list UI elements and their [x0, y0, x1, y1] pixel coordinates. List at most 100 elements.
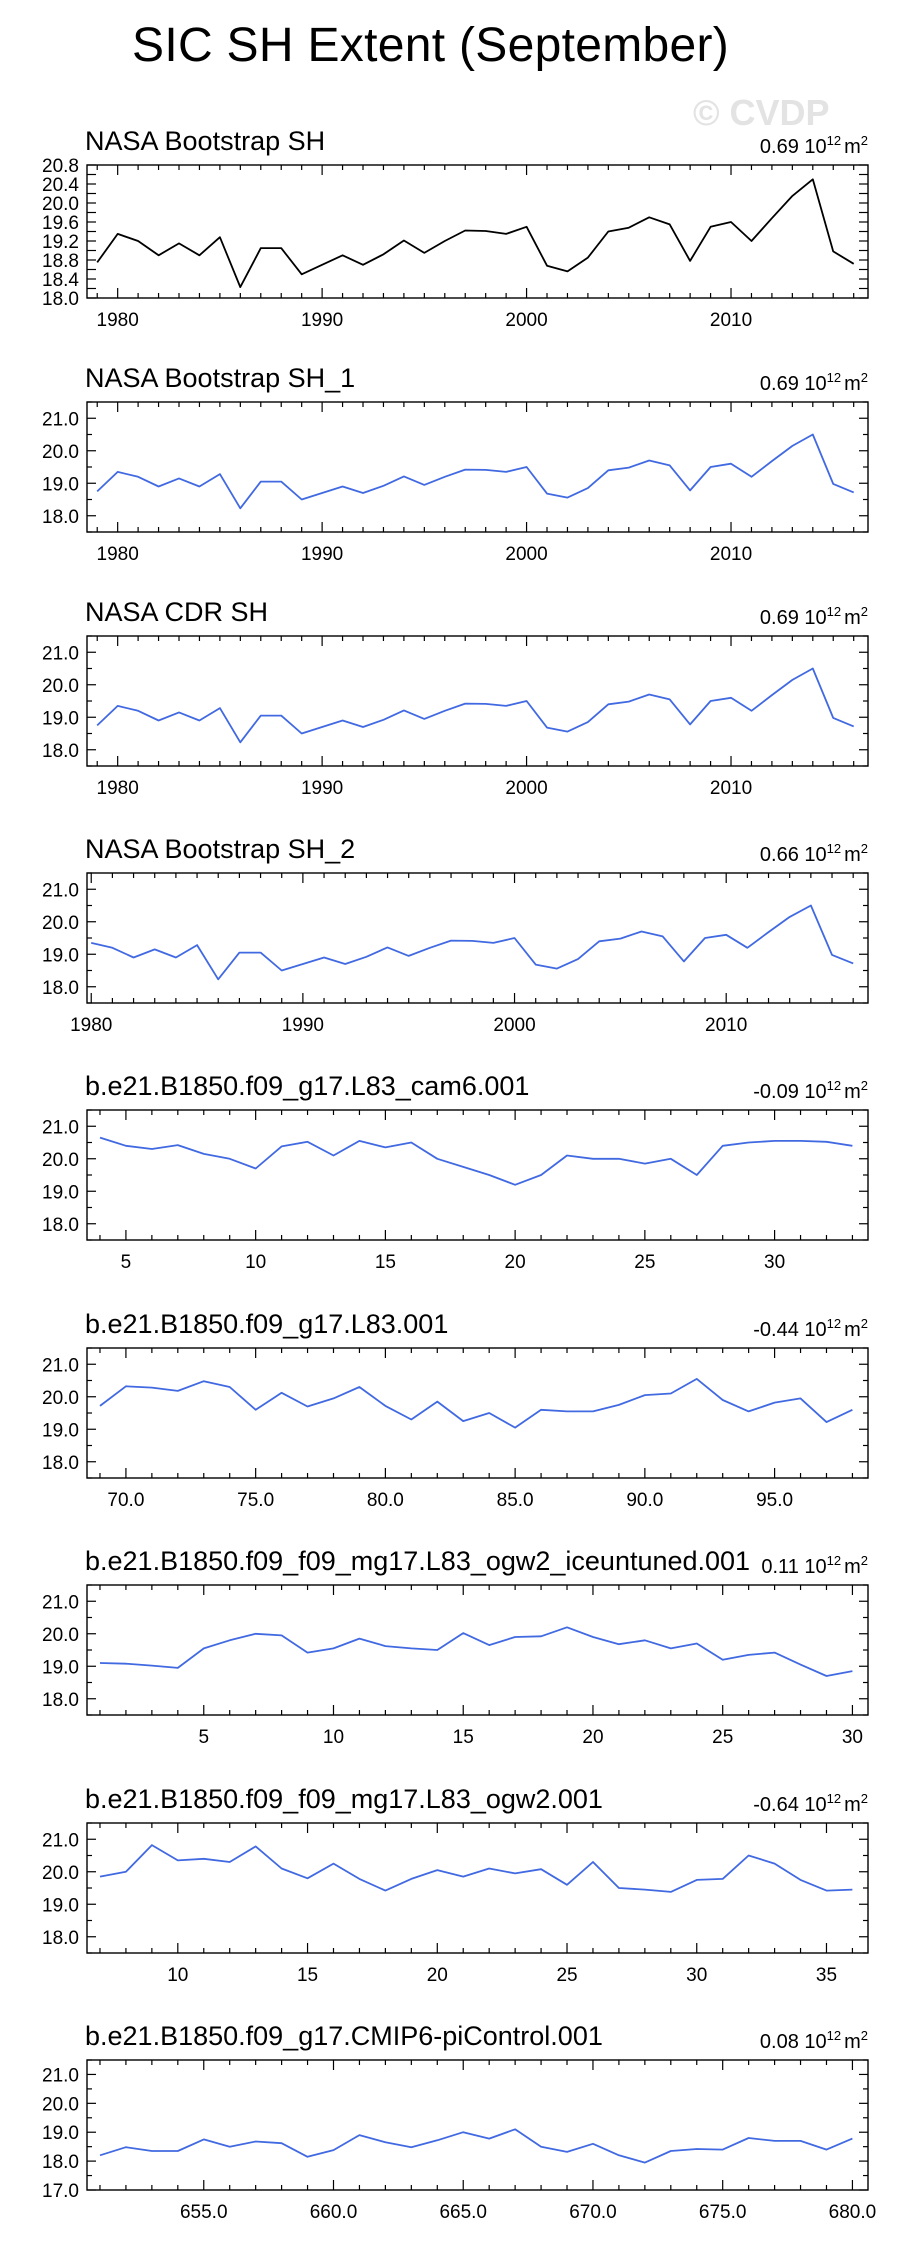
series-line: [99, 1844, 853, 1893]
trend-value: 0.11 10: [761, 1556, 826, 1578]
x-tick-label: 25: [712, 1727, 733, 1748]
y-tick-label: 20.0: [42, 1625, 79, 1646]
trend-unit: m: [844, 136, 861, 158]
x-tick-label: 2000: [505, 778, 547, 799]
trend-label: 0.11 1012 m2: [761, 1553, 868, 1578]
trend-label: -0.64 1012 m2: [753, 1791, 868, 1816]
trend-value: 0.69 10: [760, 136, 827, 158]
x-tick-label: 670.0: [569, 2202, 617, 2223]
x-tick-label: 15: [375, 1252, 396, 1273]
panel-5: b.e21.B1850.f09_g17.L83_cam6.001 -0.09 10…: [42, 1071, 869, 1273]
plot-frame: [86, 635, 869, 767]
x-tick-label: 1990: [301, 310, 343, 331]
x-tick-label: 95.0: [756, 1490, 793, 1511]
panel-9: b.e21.B1850.f09_g17.CMIP6-piControl.001 0…: [42, 2021, 876, 2223]
y-tick-label: 18.0: [42, 289, 79, 310]
trend-exponent: 12: [827, 2028, 841, 2043]
trend-value: 0.66 10: [760, 844, 827, 866]
x-tick-label: 15: [453, 1727, 474, 1748]
series-line: [96, 178, 855, 289]
trend-exponent: 12: [827, 1316, 841, 1331]
panel-title: NASA CDR SH: [85, 597, 268, 627]
x-tick-label: 80.0: [367, 1490, 404, 1511]
trend-unit-exponent: 2: [861, 1078, 868, 1093]
trend-unit: m: [844, 1794, 861, 1816]
trend-value: -0.64 10: [753, 1794, 826, 1816]
trend-value: 0.69 10: [760, 373, 827, 395]
panel-title: b.e21.B1850.f09_f09_mg17.L83_ogw2.001: [85, 1784, 603, 1814]
x-tick-label: 30: [842, 1727, 863, 1748]
y-tick-label: 18.8: [42, 251, 79, 272]
y-tick-label: 20.0: [42, 676, 79, 697]
x-tick-label: 2010: [710, 544, 752, 565]
trend-label: 0.08 1012 m2: [760, 2028, 868, 2053]
y-tick-label: 20.0: [42, 2094, 79, 2115]
x-tick-label: 10: [323, 1727, 344, 1748]
trend-exponent: 12: [827, 1553, 841, 1568]
trend-label: 0.69 1012 m2: [760, 604, 868, 629]
panel-title: NASA Bootstrap SH: [85, 126, 325, 156]
panel-title: b.e21.B1850.f09_f09_mg17.L83_ogw2_iceunt…: [85, 1546, 750, 1576]
x-tick-label: 2010: [710, 778, 752, 799]
x-tick-label: 1990: [282, 1015, 324, 1036]
trend-unit-exponent: 2: [861, 1791, 868, 1806]
trend-unit-exponent: 2: [861, 841, 868, 856]
trend-exponent: 12: [827, 133, 841, 148]
y-tick-label: 19.0: [42, 1895, 79, 1916]
panel-7: b.e21.B1850.f09_f09_mg17.L83_ogw2_iceunt…: [42, 1546, 869, 1748]
y-tick-label: 21.0: [42, 1117, 79, 1138]
y-tick-label: 19.0: [42, 1420, 79, 1441]
y-tick-label: 19.0: [42, 708, 79, 729]
y-tick-label: 20.4: [42, 175, 79, 196]
y-tick-label: 18.0: [42, 1928, 79, 1949]
y-tick-label: 19.6: [42, 213, 79, 234]
x-tick-label: 675.0: [699, 2202, 747, 2223]
trend-unit: m: [844, 607, 861, 629]
plot-frame: [86, 1347, 869, 1479]
x-tick-label: 660.0: [310, 2202, 358, 2223]
trend-label: -0.09 1012 m2: [753, 1078, 868, 1103]
y-tick-label: 18.0: [42, 507, 79, 528]
y-tick-label: 18.0: [42, 978, 79, 999]
x-tick-label: 1980: [97, 778, 139, 799]
panel-2: NASA Bootstrap SH_1 0.69 1012 m218.019.020…: [42, 363, 869, 565]
trend-unit: m: [844, 844, 861, 866]
x-tick-label: 85.0: [497, 1490, 534, 1511]
y-tick-label: 20.0: [42, 1150, 79, 1171]
series-line: [96, 667, 855, 744]
trend-unit: m: [844, 1319, 861, 1341]
x-tick-label: 25: [634, 1252, 655, 1273]
trend-value: 0.08 10: [760, 2031, 827, 2053]
panel-6: b.e21.B1850.f09_g17.L83.001 -0.44 1012 m21…: [42, 1309, 869, 1511]
trend-unit-exponent: 2: [861, 370, 868, 385]
y-tick-label: 18.0: [42, 1215, 79, 1236]
y-tick-label: 20.0: [42, 1388, 79, 1409]
y-tick-label: 18.4: [42, 270, 79, 291]
y-tick-label: 18.0: [42, 2152, 79, 2173]
panel-title: b.e21.B1850.f09_g17.L83_cam6.001: [85, 1071, 529, 1101]
x-tick-label: 30: [686, 1965, 707, 1986]
y-tick-label: 20.0: [42, 1863, 79, 1884]
x-tick-label: 20: [505, 1252, 526, 1273]
panel-title: NASA Bootstrap SH_1: [85, 363, 355, 393]
trend-unit-exponent: 2: [861, 604, 868, 619]
series-line: [99, 1136, 853, 1186]
x-tick-label: 2000: [493, 1015, 535, 1036]
x-tick-label: 665.0: [439, 2202, 487, 2223]
plot-frame: [86, 1822, 869, 1954]
y-tick-label: 19.0: [42, 2123, 79, 2144]
trend-exponent: 12: [827, 1791, 841, 1806]
y-tick-label: 19.0: [42, 1182, 79, 1203]
x-tick-label: 25: [556, 1965, 577, 1986]
x-tick-label: 20: [582, 1727, 603, 1748]
cvdp-watermark: © CVDP: [693, 92, 830, 133]
trend-label: 0.69 1012 m2: [760, 133, 868, 158]
trend-unit: m: [844, 1081, 861, 1103]
y-tick-label: 21.0: [42, 880, 79, 901]
panel-4: NASA Bootstrap SH_2 0.66 1012 m218.019.020…: [42, 834, 869, 1036]
x-tick-label: 75.0: [237, 1490, 274, 1511]
plot-frame: [86, 1109, 869, 1241]
x-tick-label: 2010: [710, 310, 752, 331]
y-tick-label: 20.0: [42, 913, 79, 934]
